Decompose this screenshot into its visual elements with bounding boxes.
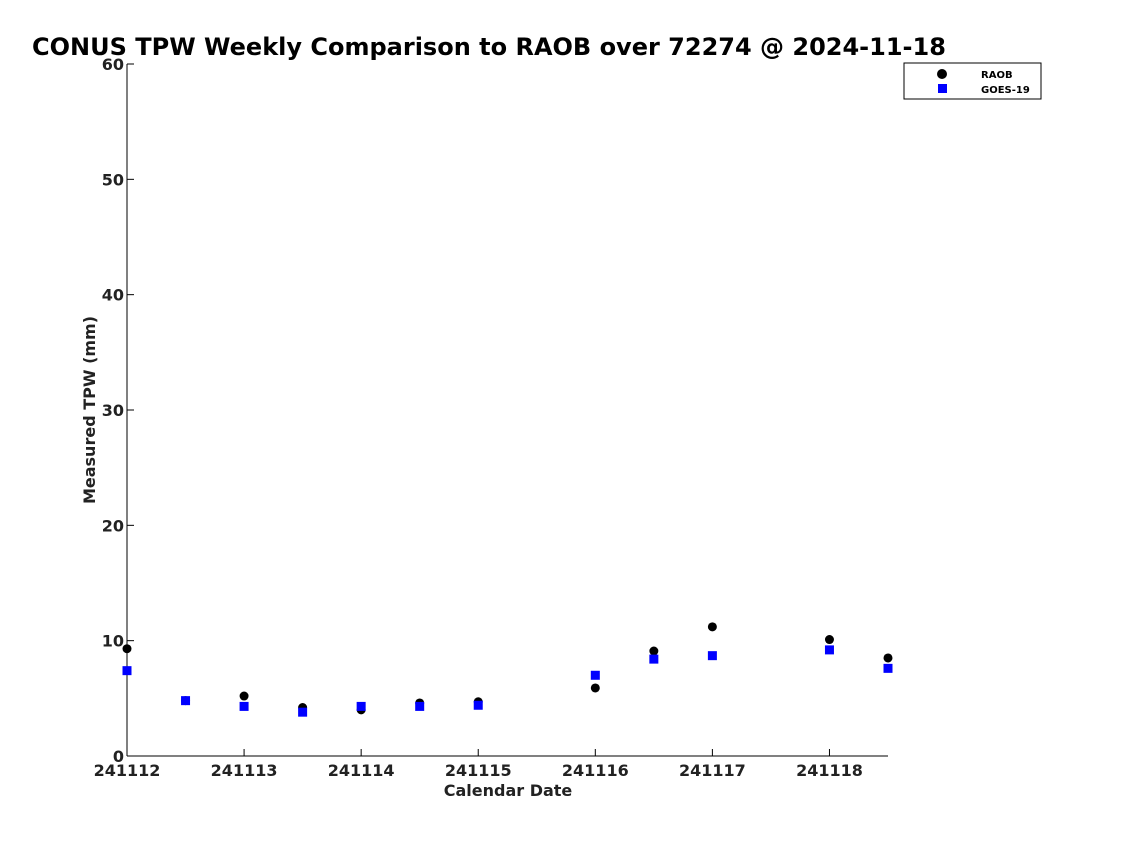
x-tick-label: 241114 — [328, 761, 395, 780]
point-goes-19 — [356, 701, 366, 711]
y-tick-label: 20 — [102, 516, 124, 535]
y-tick-label: 10 — [102, 632, 124, 651]
y-axis-label: Measured TPW (mm) — [80, 316, 99, 504]
point-goes-19 — [707, 651, 717, 661]
legend-label-raob: RAOB — [981, 70, 1013, 81]
x-ticks: 241112 241113 241114 241115 241116 241117 2411… — [94, 749, 863, 780]
y-tick-label: 0 — [113, 747, 124, 766]
y-tick-label: 50 — [102, 170, 124, 189]
legend-marker-raob — [937, 69, 947, 79]
point-goes-19 — [122, 666, 132, 676]
point-goes-19 — [415, 701, 425, 711]
point-raob — [239, 691, 249, 701]
plot-area — [126, 64, 888, 757]
point-goes-19 — [473, 700, 483, 710]
point-raob — [122, 644, 132, 654]
x-axis-label: Calendar Date — [444, 781, 573, 800]
legend-label-goes-19: GOES-19 — [981, 85, 1030, 96]
point-goes-19 — [883, 663, 893, 673]
x-tick-label: 241115 — [445, 761, 512, 780]
point-goes-19 — [590, 670, 600, 680]
x-tick-label: 241117 — [679, 761, 746, 780]
point-raob — [824, 635, 834, 645]
data-points — [122, 622, 893, 717]
legend: RAOB GOES-19 — [903, 62, 1042, 100]
point-goes-19 — [181, 696, 191, 706]
x-tick-label: 241113 — [211, 761, 278, 780]
y-ticks: 0 10 20 30 40 50 60 — [102, 55, 134, 766]
point-goes-19 — [298, 707, 308, 717]
y-tick-label: 30 — [102, 401, 124, 420]
chart-title: CONUS TPW Weekly Comparison to RAOB over… — [32, 33, 946, 61]
legend-box — [903, 62, 1042, 100]
point-raob — [649, 646, 659, 656]
y-tick-label: 40 — [102, 286, 124, 305]
x-tick-label: 241116 — [562, 761, 629, 780]
legend-marker-goes-19 — [938, 84, 947, 93]
point-goes-19 — [649, 654, 659, 664]
x-tick-label: 241112 — [94, 761, 161, 780]
y-tick-label: 60 — [102, 55, 124, 74]
point-goes-19 — [824, 645, 834, 655]
point-raob — [883, 653, 893, 663]
point-raob — [707, 622, 717, 632]
x-tick-label: 241118 — [796, 761, 863, 780]
point-goes-19 — [239, 701, 249, 711]
point-raob — [590, 683, 600, 693]
